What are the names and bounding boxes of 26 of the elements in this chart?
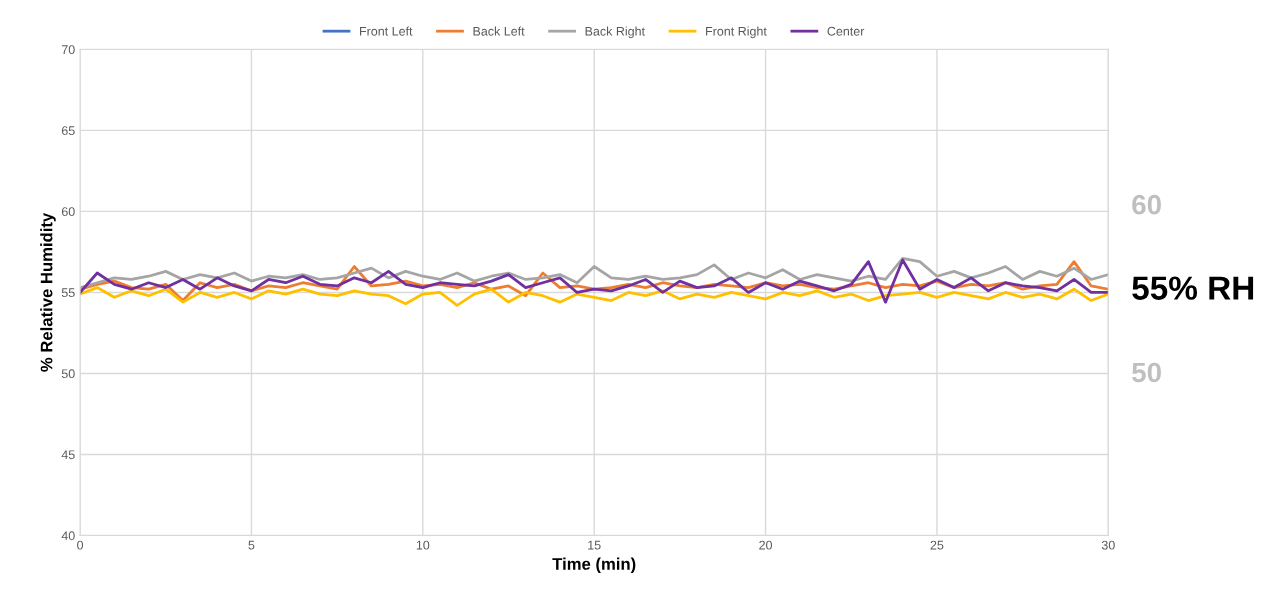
text: 55% RH: [1132, 276, 1254, 300]
legend-label: Back Right: [585, 26, 645, 39]
y-tick-label: 65: [61, 126, 75, 136]
line-series: [80, 257, 1109, 289]
y-axis-title: % Relative Humidity: [40, 212, 56, 372]
x-tick-label: 20: [759, 540, 773, 550]
x-tick-label: 0: [77, 540, 84, 550]
x-axis-title: Time (min): [552, 557, 636, 574]
y-tick-label: 70: [61, 45, 75, 55]
y-tick-label: 55: [61, 288, 75, 298]
text: 60: [1132, 194, 1161, 215]
text: 50: [1132, 362, 1161, 383]
y-tick-label: 50: [61, 369, 75, 379]
x-tick-label: 5: [248, 540, 255, 550]
x-tick-label: 10: [416, 540, 430, 550]
legend-label: Front Left: [360, 26, 413, 36]
x-tick-label: 30: [1101, 540, 1115, 550]
line-series: [80, 286, 1109, 307]
x-tick-label: 25: [930, 540, 944, 550]
y-tick-label: 60: [61, 207, 75, 217]
x-tick-label: 15: [588, 540, 601, 550]
y-tick-label: 40: [61, 531, 75, 541]
legend-label: Center: [827, 26, 865, 36]
y-tick-label: 45: [61, 450, 75, 460]
legend-label: Back Left: [473, 26, 525, 36]
legend-label: Front Right: [706, 26, 767, 39]
